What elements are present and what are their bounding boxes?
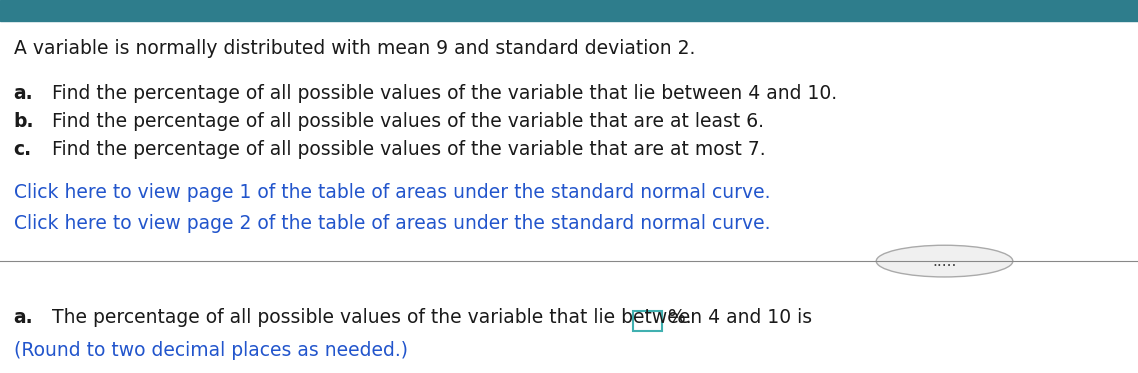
Text: c.: c. [14, 140, 32, 159]
Text: %.: %. [668, 308, 691, 327]
Text: a.: a. [14, 308, 33, 327]
Text: Click here to view page 2 of the table of areas under the standard normal curve.: Click here to view page 2 of the table o… [14, 214, 770, 233]
Text: Find the percentage of all possible values of the variable that are at most 7.: Find the percentage of all possible valu… [46, 140, 765, 159]
Text: .....: ..... [932, 254, 957, 269]
Text: (Round to two decimal places as needed.): (Round to two decimal places as needed.) [14, 341, 407, 360]
Bar [0, 0, 1138, 21]
FancyBboxPatch shape [634, 311, 662, 331]
Text: a.: a. [14, 84, 33, 103]
Text: b.: b. [14, 112, 34, 131]
Text: Click here to view page 1 of the table of areas under the standard normal curve.: Click here to view page 1 of the table o… [14, 183, 770, 202]
Text: Find the percentage of all possible values of the variable that are at least 6.: Find the percentage of all possible valu… [46, 112, 764, 131]
Text: The percentage of all possible values of the variable that lie between 4 and 10 : The percentage of all possible values of… [46, 308, 817, 327]
Text: A variable is normally distributed with mean 9 and standard deviation 2.: A variable is normally distributed with … [14, 39, 695, 58]
Text: Find the percentage of all possible values of the variable that lie between 4 an: Find the percentage of all possible valu… [46, 84, 836, 103]
Ellipse shape [876, 245, 1013, 277]
